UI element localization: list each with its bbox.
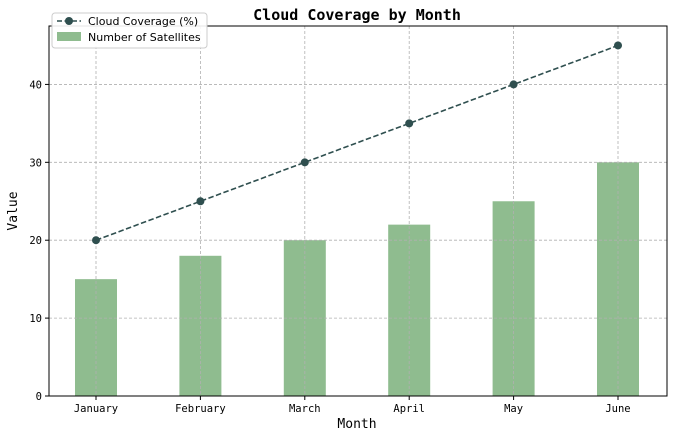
x-tick-label-march: March	[289, 403, 321, 415]
axis-ticks: 0 10 20 30 40 January February March April May Jun…	[29, 79, 630, 415]
line-series	[92, 41, 622, 245]
bar-series	[75, 162, 639, 396]
y-tick-label: 10	[29, 313, 42, 325]
grid	[49, 26, 667, 396]
y-tick-label: 20	[29, 235, 42, 247]
point-june	[614, 41, 622, 50]
legend-label-cloud-coverage: Cloud Coverage (%)	[88, 15, 198, 28]
point-march	[300, 158, 309, 167]
x-tick-label-january: January	[74, 403, 118, 415]
x-tick-label-june: June	[605, 403, 630, 415]
y-axis-label: Value	[6, 191, 21, 230]
y-tick-label: 40	[29, 79, 42, 91]
y-tick-label: 0	[36, 391, 42, 403]
plot-frame	[48, 25, 668, 397]
point-january	[92, 236, 100, 245]
legend-bar-swatch	[57, 32, 81, 41]
point-may	[509, 80, 518, 89]
point-february	[196, 197, 205, 206]
legend-label-satellites: Number of Satellites	[88, 31, 201, 44]
chart-title: Cloud Coverage by Month	[253, 6, 461, 24]
point-april	[405, 119, 414, 128]
legend: Cloud Coverage (%) Number of Satellites	[51, 12, 208, 49]
x-axis-label: Month	[337, 417, 376, 432]
legend-box	[51, 12, 208, 49]
x-tick-label-february: February	[175, 403, 226, 415]
y-tick-label: 30	[29, 157, 42, 169]
x-tick-label-may: May	[504, 403, 523, 415]
x-tick-label-april: April	[393, 403, 425, 415]
legend-marker-swatch	[65, 17, 73, 25]
bar-april	[388, 224, 431, 396]
cloud-coverage-line	[95, 44, 619, 241]
